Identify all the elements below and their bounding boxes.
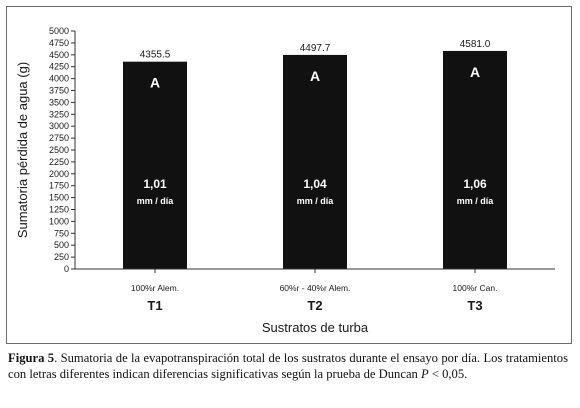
y-tick-label: 2500: [49, 145, 69, 155]
y-axis-title: Sumatoria pérdida de agua (g): [15, 62, 30, 238]
rate-unit: mm / día: [297, 196, 335, 206]
y-tick-label: 3250: [49, 109, 69, 119]
bar: [283, 54, 347, 269]
x-axis-title: Sustratos de turba: [262, 320, 369, 335]
y-tick-label: 1750: [49, 181, 69, 191]
y-tick-label: 5000: [49, 26, 69, 36]
y-tick-label: 3500: [49, 97, 69, 107]
y-tick-label: 1000: [49, 216, 69, 226]
data-label: 4355.5: [140, 50, 171, 61]
y-tick-label: 1250: [49, 205, 69, 215]
rate-value: 1,01: [143, 177, 167, 191]
bar: [123, 61, 187, 270]
bar: [443, 50, 507, 270]
y-tick-label: 2000: [49, 169, 69, 179]
y-tick-label: 0: [64, 264, 69, 274]
significance-letter: A: [470, 64, 480, 80]
significance-letter: A: [150, 75, 160, 91]
rate-unit: mm / día: [137, 196, 175, 206]
x-tick-label: T1: [147, 298, 162, 313]
y-tick-label: 4000: [49, 74, 69, 84]
significance-letter: A: [310, 68, 320, 84]
figure-caption: Figura 5. Sumatoria de la evapotranspira…: [8, 350, 568, 382]
rate-value: 1,04: [303, 177, 327, 191]
y-tick-label: 750: [54, 228, 69, 238]
x-tick-label: T3: [467, 298, 482, 313]
y-tick-label: 3000: [49, 121, 69, 131]
y-tick-label: 3750: [49, 86, 69, 96]
caption-text: . Sumatoria de la evapotranspiración tot…: [8, 351, 568, 381]
x-tick-label: T2: [307, 298, 322, 313]
y-tick-label: 1500: [49, 193, 69, 203]
y-tick-label: 4500: [49, 50, 69, 60]
data-label: 4581.0: [460, 39, 491, 50]
y-tick-label: 4750: [49, 38, 69, 48]
rate-unit: mm / día: [457, 196, 495, 206]
y-tick-label: 4250: [49, 62, 69, 72]
y-tick-label: 2750: [49, 133, 69, 143]
rate-value: 1,06: [463, 177, 487, 191]
x-axis-labels: 100%r Alem. T1 60%r - 40%r Alem. T2 100%r Ca…: [131, 269, 498, 313]
x-category-description: 60%r - 40%r Alem.: [280, 283, 351, 293]
x-category-description: 100%r Alem.: [131, 283, 179, 293]
x-category-description: 100%r Can.: [453, 283, 498, 293]
y-tick-label: 500: [54, 240, 69, 250]
bars: 4355.5 A 1,01 mm / día 4497.7 A 1,04 mm / día 45…: [123, 39, 507, 270]
caption-text-end: < 0,05.: [428, 367, 468, 381]
caption-label: Figura 5: [8, 351, 55, 365]
figure-frame: 0 250 500 750 1000 1250 1500 1750 2000 2250 2500 27…: [6, 6, 572, 344]
data-label: 4497.7: [300, 43, 331, 54]
y-tick-label: 250: [54, 252, 69, 262]
caption-p-symbol: P: [420, 367, 429, 381]
y-tick-label: 2250: [49, 157, 69, 167]
